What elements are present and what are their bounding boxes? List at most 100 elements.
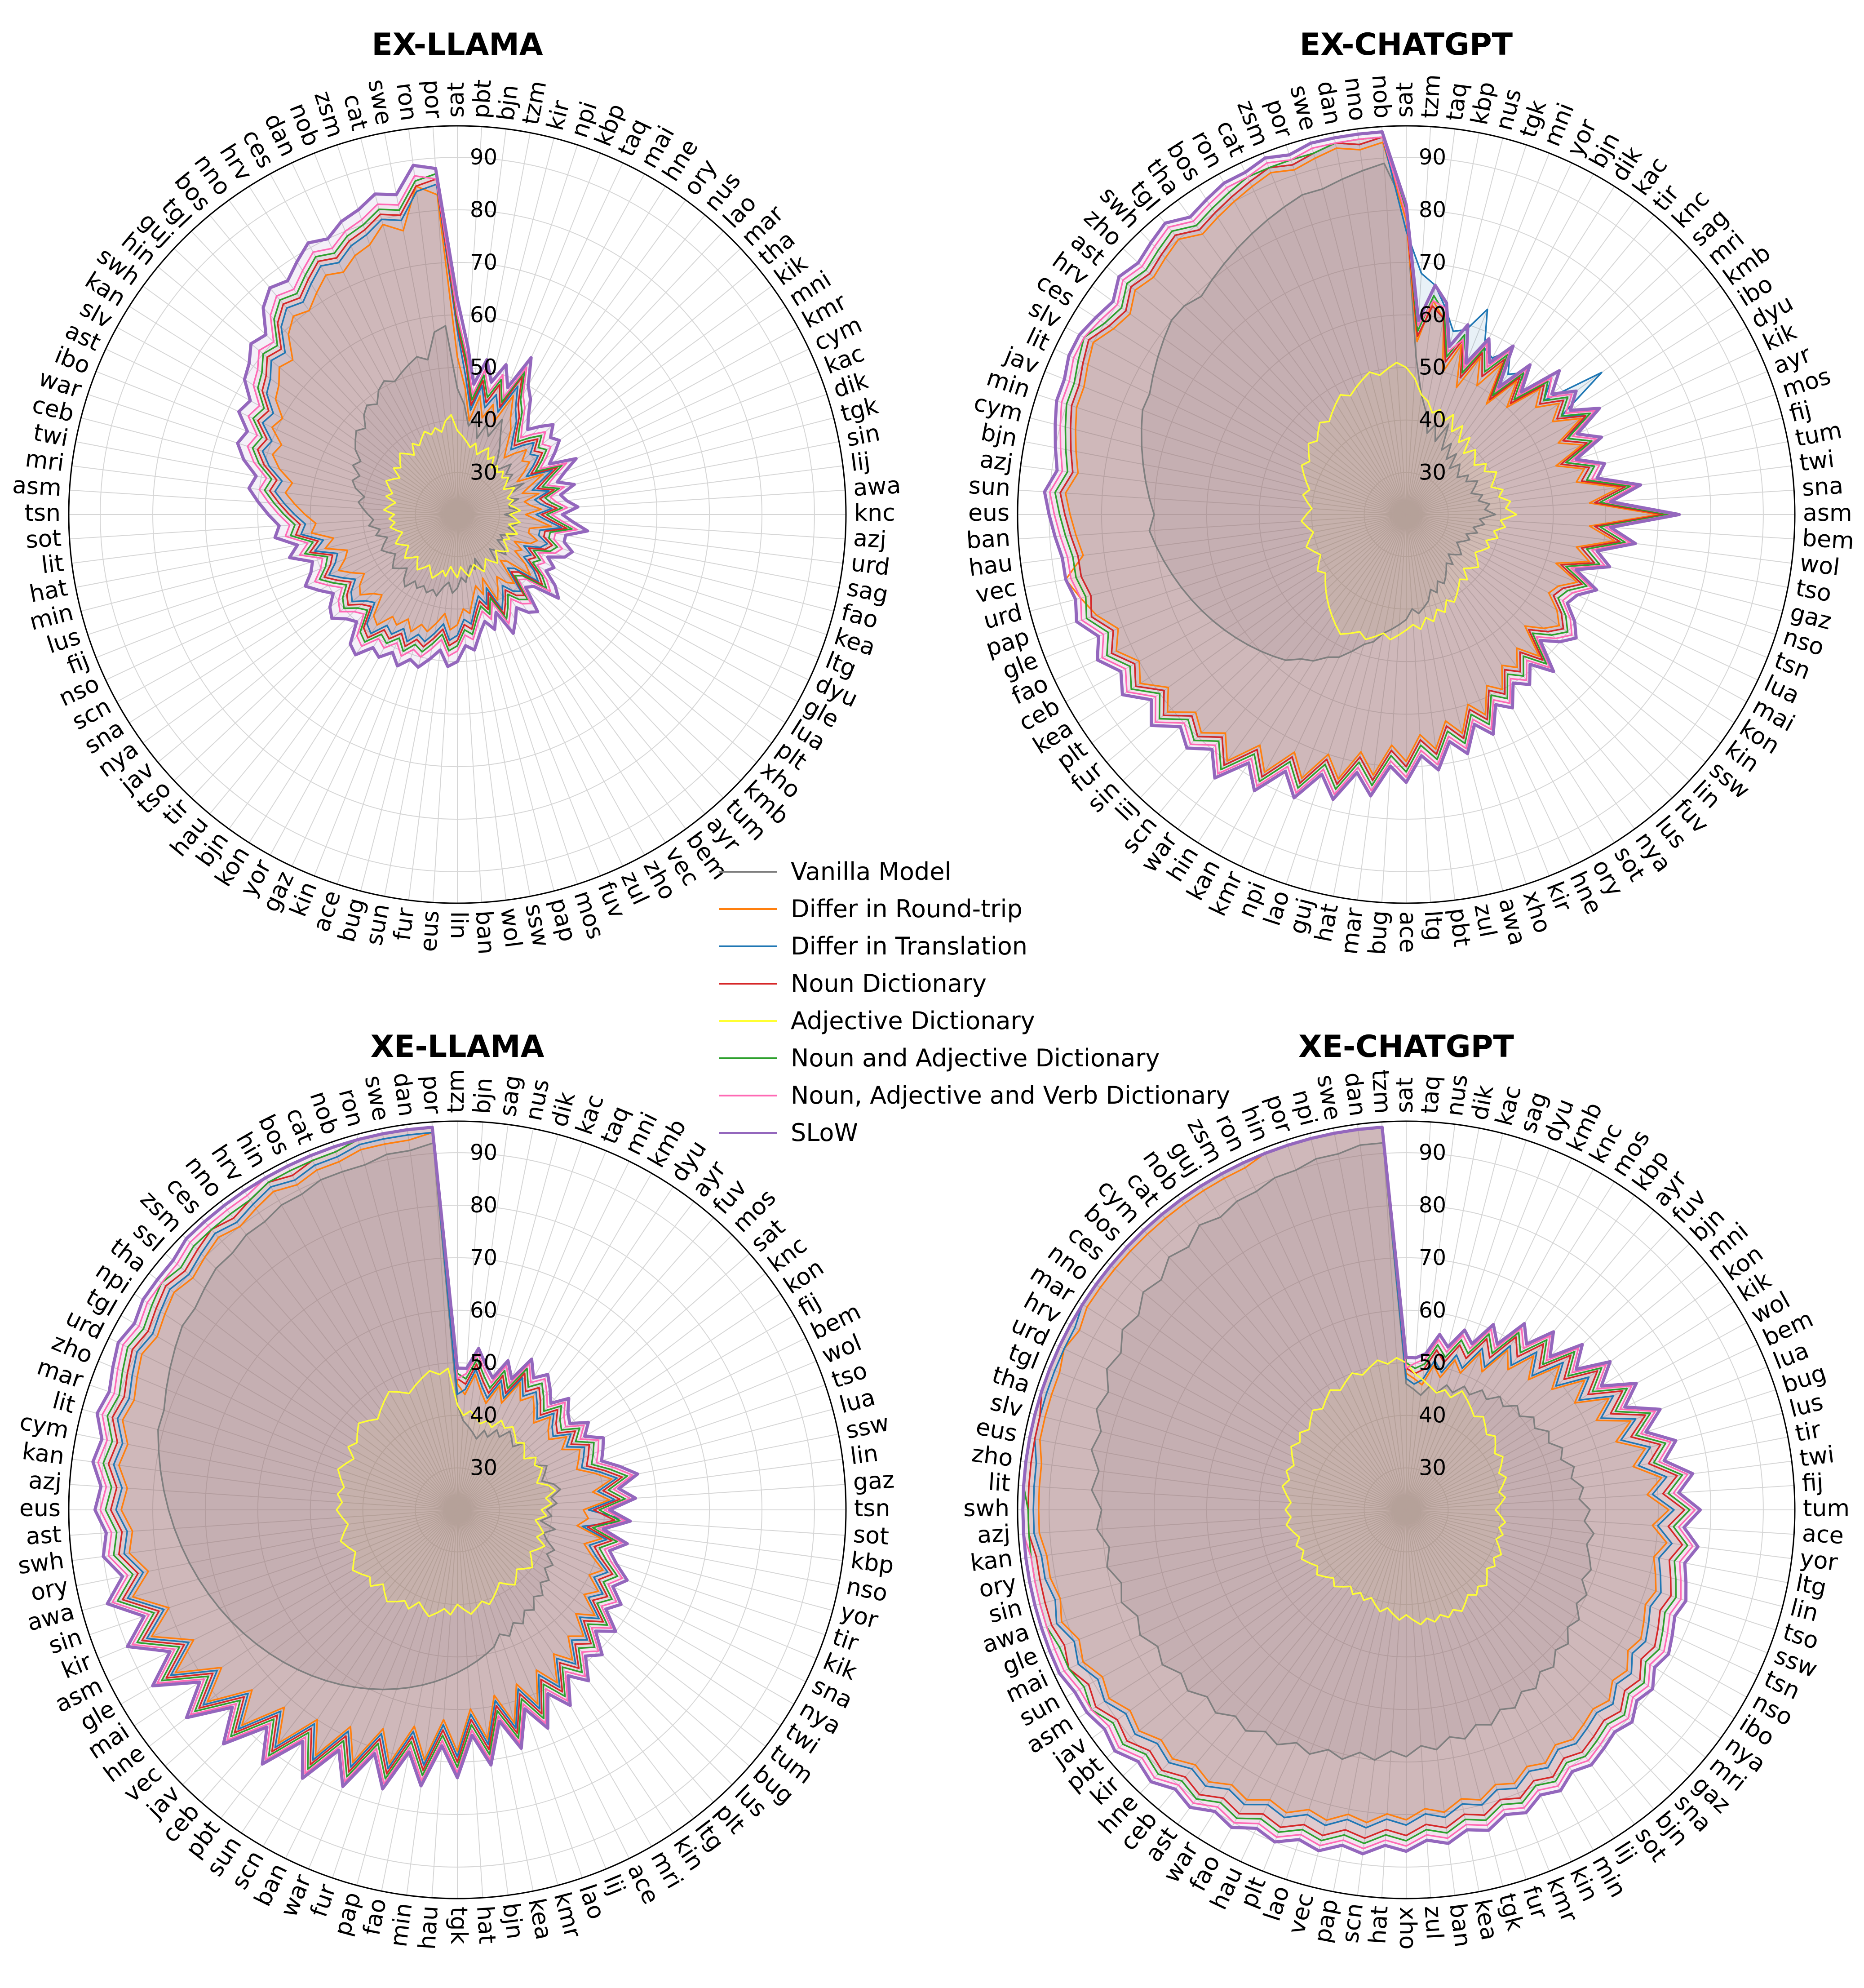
radial-tick-label: 40	[1419, 408, 1446, 433]
category-label: sat	[1391, 82, 1418, 118]
grid-spoke	[262, 1173, 458, 1510]
grid-spoke	[1024, 1509, 1407, 1584]
grid-spoke	[1020, 465, 1407, 515]
series-fills	[93, 1127, 638, 1789]
grid-spoke	[1054, 1344, 1407, 1510]
grid-spoke	[182, 1234, 458, 1510]
category-label: taq	[1441, 81, 1473, 122]
grid-spoke	[82, 1409, 458, 1510]
series-line	[107, 1126, 623, 1775]
grid-spoke	[1240, 514, 1407, 867]
series-fill	[98, 1127, 633, 1784]
series-line	[1043, 130, 1681, 801]
grid-spoke	[1262, 514, 1407, 876]
category-label: fur	[389, 906, 420, 942]
grid-spoke	[1406, 1281, 1721, 1510]
grid-spoke	[457, 1234, 733, 1510]
grid-spoke	[248, 186, 458, 515]
grid-spoke	[1406, 1243, 1690, 1510]
grid-spoke	[457, 200, 686, 515]
category-label: asm	[12, 472, 62, 502]
grid-spoke	[1309, 514, 1407, 892]
category-label: kbp	[849, 1547, 895, 1580]
radial-tick-label: 50	[470, 355, 497, 380]
grid-spoke	[291, 514, 458, 867]
legend-label: SLoW	[791, 1118, 858, 1147]
category-label: fij	[1801, 1469, 1824, 1497]
grid-spoke	[1065, 327, 1407, 515]
grid-spoke	[457, 514, 827, 635]
grid-spoke	[457, 214, 706, 515]
grid-spoke	[457, 441, 839, 515]
radar-panel: EX-CHATGPT30405060708090sattzmtaqkbpnust…	[965, 27, 1855, 956]
category-label: hau	[967, 550, 1014, 582]
grid-spoke	[408, 514, 458, 901]
category-label: tsn	[854, 1495, 890, 1522]
grid-spoke	[457, 1150, 607, 1510]
grid-spoke	[457, 514, 757, 763]
grid-spoke	[457, 327, 798, 515]
category-label: dan	[388, 1071, 420, 1118]
grid-spoke	[88, 514, 458, 635]
grid-spoke	[1406, 1509, 1788, 1584]
panel-title: EX-CHATGPT	[1300, 27, 1513, 62]
series-fill	[158, 1143, 561, 1690]
grid-spoke	[406, 1124, 458, 1510]
grid-spoke	[1406, 1436, 1788, 1510]
grid-spoke	[1406, 1140, 1527, 1510]
grid-spoke	[457, 1384, 826, 1510]
radial-tick-label: 60	[1419, 1298, 1446, 1323]
series-line	[1038, 1126, 1670, 1824]
grid-spoke	[1106, 514, 1407, 763]
series-fill	[272, 186, 551, 632]
grid-spoke	[1218, 1169, 1407, 1510]
grid-spoke	[457, 514, 706, 815]
category-label: hau	[414, 1905, 443, 1950]
grid-spoke	[105, 514, 458, 681]
grid-spoke	[1140, 1226, 1407, 1510]
grid-spoke	[1018, 1509, 1407, 1535]
category-label: por	[418, 79, 447, 120]
grid-spoke	[1406, 1509, 1721, 1739]
grid-spoke	[1406, 1509, 1527, 1880]
grid-spoke	[457, 162, 624, 515]
grid-spoke	[457, 1361, 817, 1510]
panel-title: EX-LLAMA	[372, 27, 543, 62]
grid-spoke	[1177, 1509, 1407, 1825]
grid-spoke	[228, 514, 458, 830]
series-lines	[236, 164, 589, 669]
series-fill	[352, 326, 524, 596]
grid-spoke	[1406, 514, 1792, 564]
grid-spoke	[1406, 138, 1504, 515]
grid-spoke	[431, 1122, 458, 1510]
grid-spoke	[1091, 1281, 1407, 1510]
panel-title: XE-LLAMA	[371, 1029, 545, 1065]
grid-spoke	[457, 1186, 674, 1510]
grid-spoke	[1218, 514, 1407, 856]
grid-spoke	[1029, 417, 1407, 515]
outer-frame	[1017, 125, 1796, 904]
grid-spoke	[457, 417, 834, 515]
series-line	[1281, 1357, 1507, 1625]
grid-spoke	[1065, 514, 1407, 702]
grid-spoke	[1406, 514, 1431, 903]
grid-spoke	[108, 1509, 458, 1682]
category-label: zul	[1469, 901, 1501, 940]
legend-label: Noun Dictionary	[791, 969, 987, 998]
series-fill	[1060, 137, 1664, 785]
category-label: mar	[1336, 906, 1369, 956]
category-label: lin	[1788, 1594, 1821, 1627]
category-label: hat	[1364, 1905, 1393, 1945]
grid-spoke	[1285, 514, 1407, 884]
grid-spoke	[1406, 1128, 1480, 1510]
radial-tick-label: 90	[1419, 1140, 1446, 1165]
grid-spoke	[173, 248, 458, 515]
grid-spoke	[457, 1315, 794, 1510]
grid-spoke	[1333, 1509, 1407, 1892]
grid-spoke	[200, 1509, 458, 1803]
grid-spoke	[1406, 1344, 1758, 1510]
grid-spoke	[1309, 138, 1407, 515]
grid-spoke	[1091, 1509, 1407, 1739]
grid-spoke	[1406, 1509, 1783, 1607]
grid-spoke	[248, 514, 458, 843]
